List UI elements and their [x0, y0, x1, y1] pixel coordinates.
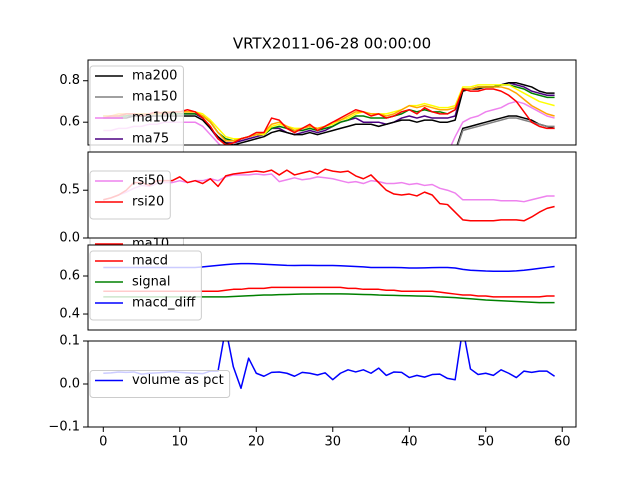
axes-frame [87, 151, 577, 239]
x-tick-label: 20 [248, 435, 265, 450]
legend-label: macd [132, 254, 168, 269]
y-tick-label: 0.6 [59, 115, 80, 130]
legend-label: ma100 [132, 111, 177, 126]
series-line [103, 173, 555, 203]
series-line [456, 115, 555, 145]
legend: macd signal macd_diff [89, 250, 202, 321]
y-tick-label: −0.1 [48, 420, 80, 435]
y-tick-label: 0.5 [59, 183, 80, 198]
series-line [457, 117, 555, 145]
panel: −0.1 0.0 0.1 0 10 20 30 40 50 60 volume as pct [48, 334, 577, 450]
legend-label: rsi50 [132, 174, 164, 189]
y-tick-label: 0.0 [59, 377, 80, 392]
legend-box [89, 370, 231, 398]
legend-label: ma150 [132, 90, 177, 105]
axes-frame [87, 244, 577, 331]
legend-box [89, 170, 171, 220]
axes-frame [87, 59, 577, 146]
y-tick-label: 0.4 [59, 307, 80, 322]
legend: rsi50 rsi20 [89, 170, 171, 220]
x-tick-label: 0 [99, 435, 107, 450]
x-tick-label: 30 [324, 435, 341, 450]
y-tick-label: 0.1 [59, 334, 80, 349]
chart-title: VRTX2011-06-28 00:00:00 [233, 35, 431, 53]
x-tick-label: 50 [477, 435, 494, 450]
y-tick-label: 0.0 [59, 231, 80, 246]
y-tick-label: 0.6 [59, 268, 80, 283]
panel: 0.4 0.6 macd signal macd_diff [59, 244, 577, 331]
y-tick-label: 0.8 [59, 73, 80, 88]
x-tick-label: 10 [172, 435, 189, 450]
legend-label: volume as pct [132, 373, 224, 388]
x-tick-label: 40 [401, 435, 418, 450]
legend-label: signal [132, 275, 170, 290]
legend-label: ma200 [132, 69, 177, 84]
legend: volume as pct [89, 370, 231, 398]
legend-label: macd_diff [132, 296, 196, 311]
x-tick-label: 60 [554, 435, 571, 450]
series-line [103, 168, 555, 222]
legend-label: rsi20 [132, 195, 164, 210]
panel: 0.0 0.5 rsi50 rsi20 [59, 151, 577, 246]
legend-label: ma75 [132, 132, 169, 147]
